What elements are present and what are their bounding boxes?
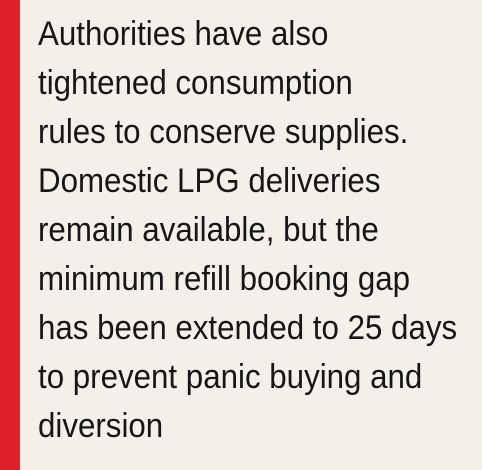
- accent-bar: [0, 0, 20, 470]
- callout-line: to prevent panic buying and: [38, 358, 423, 396]
- callout-line: tightened consumption: [38, 64, 353, 102]
- callout-line: has been extended to 25 days: [38, 309, 458, 347]
- callout-line: diversion: [38, 407, 164, 445]
- callout-line: Domestic LPG deliveries: [38, 162, 381, 200]
- callout-text: Authorities have also tightened consumpt…: [38, 10, 458, 451]
- callout-line: minimum refill booking gap: [38, 260, 411, 298]
- callout-line: remain available, but the: [38, 211, 379, 249]
- callout-line: Authorities have also: [38, 15, 329, 53]
- callout-line: rules to conserve supplies.: [38, 113, 409, 151]
